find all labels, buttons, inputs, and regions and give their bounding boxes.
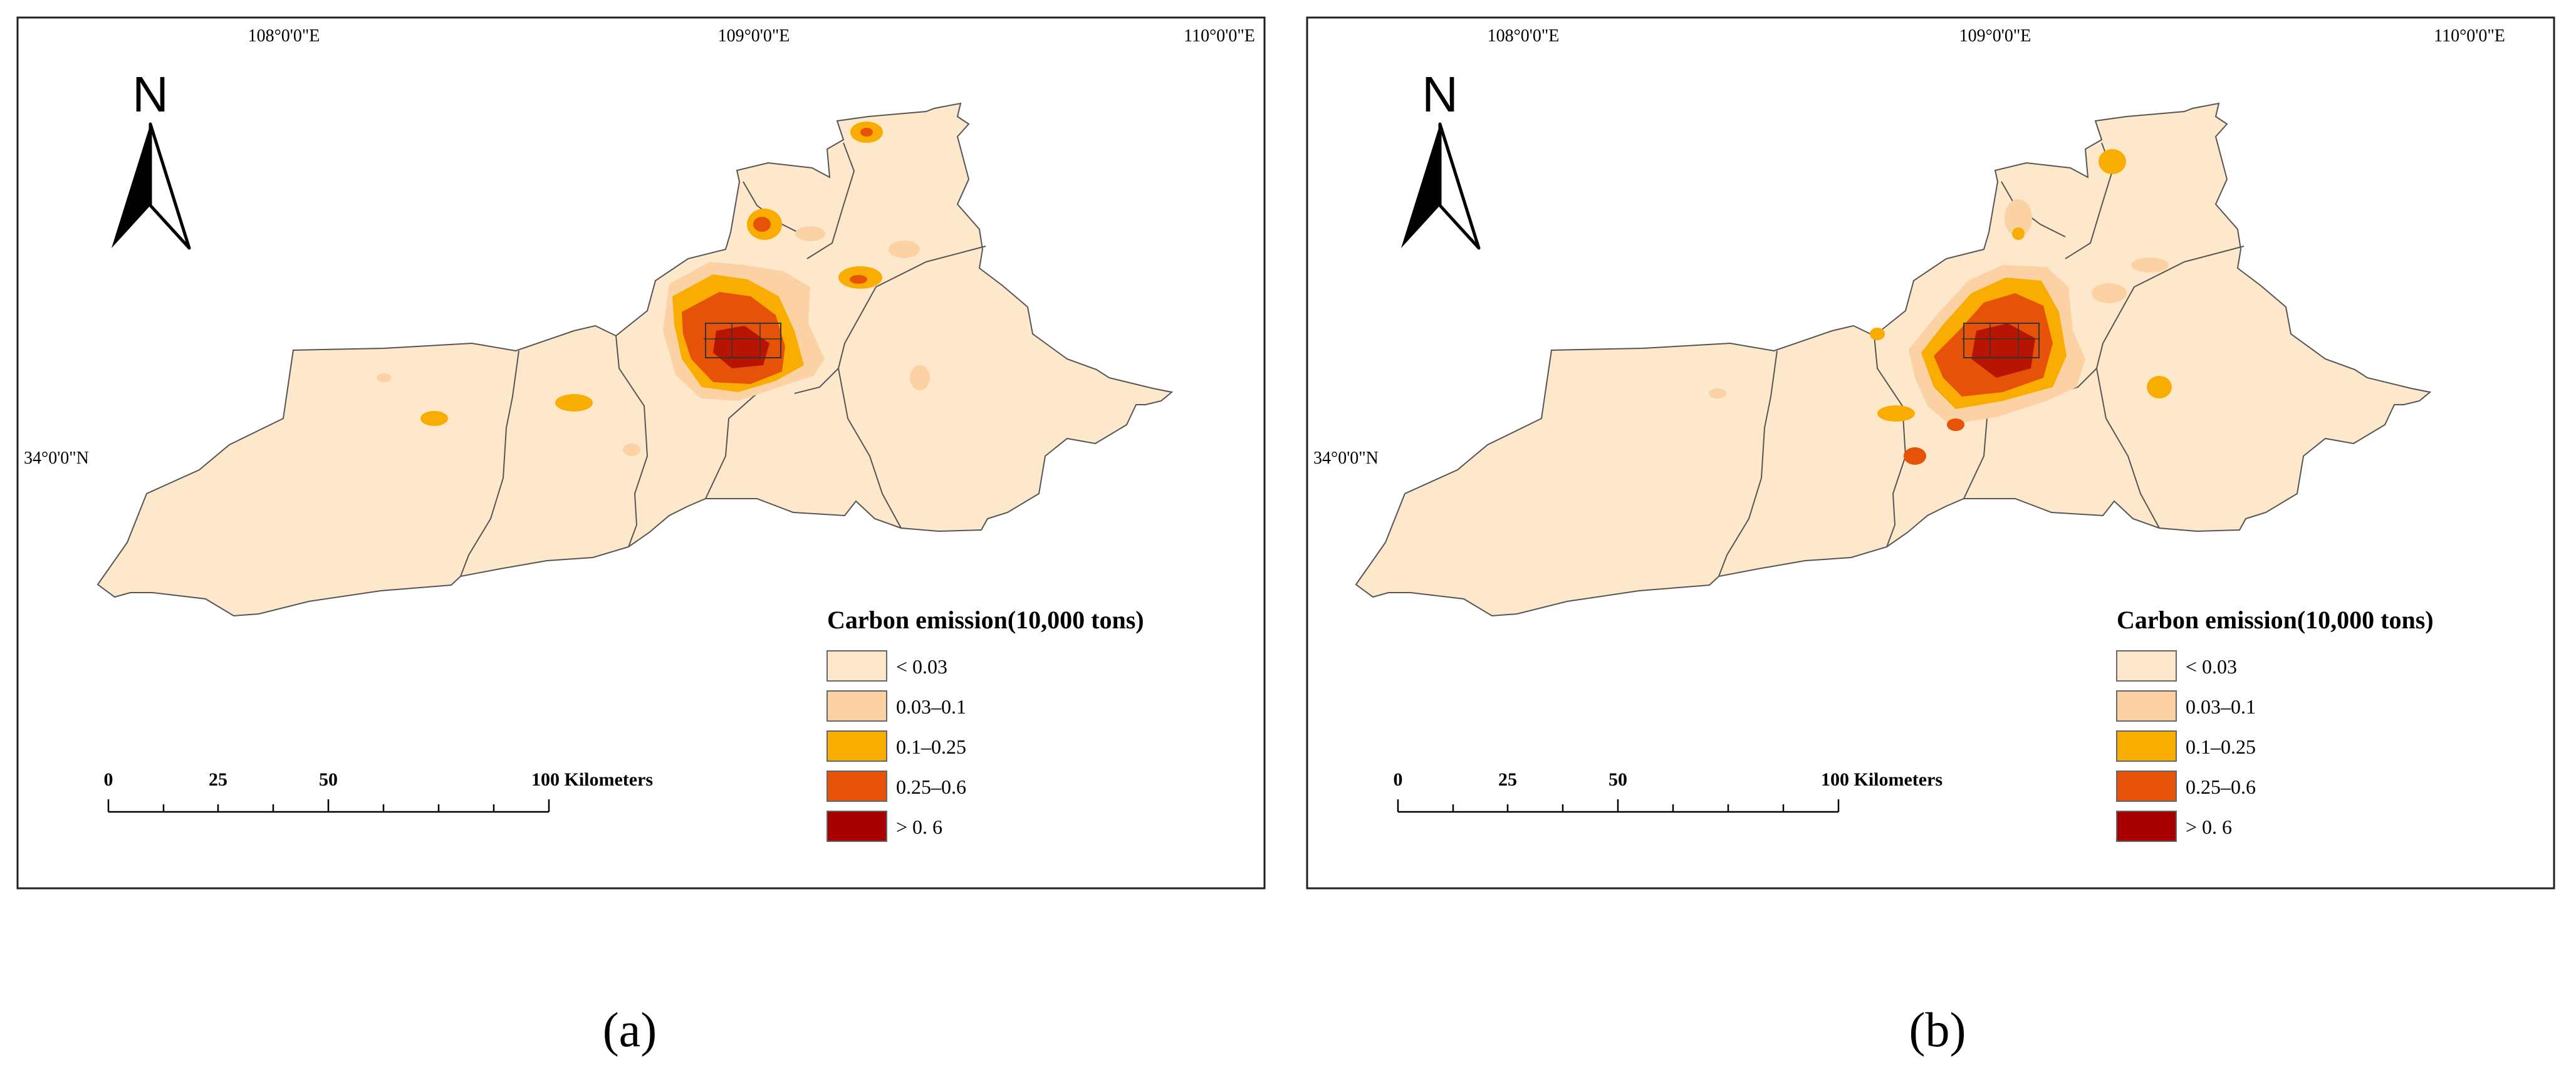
district-boundaries: [460, 142, 986, 577]
legend-swatch: [827, 650, 887, 682]
map-frame: 108°0'0"E 109°0'0"E 110°0'0"E 34°0'0"N N: [16, 16, 1266, 890]
study-area-map: [96, 102, 1174, 617]
map-frame: 108°0'0"E 109°0'0"E 110°0'0"E 34°0'0"N N: [1306, 16, 2555, 890]
legend-label: 0.03–0.1: [2186, 695, 2256, 718]
scale-tick-25: 25: [209, 769, 227, 790]
longitude-label-108: 108°0'0"E: [248, 26, 320, 46]
legend-item: 0.1–0.25: [827, 730, 966, 762]
legend-item: > 0. 6: [2116, 811, 2232, 842]
emission-hotspots: [377, 122, 930, 456]
north-arrow-icon: N: [1401, 66, 1481, 250]
legend-swatch: [2116, 811, 2177, 842]
legend-label: 0.25–0.6: [896, 776, 966, 798]
north-label: N: [1422, 66, 1458, 122]
caption-a: (a): [602, 1002, 657, 1057]
legend-swatch: [827, 771, 887, 802]
legend-swatch: [827, 811, 887, 842]
scale-tick-25: 25: [1498, 769, 1517, 790]
legend-label: > 0. 6: [2186, 816, 2232, 838]
scale-tick-50: 50: [319, 769, 338, 790]
longitude-label-109: 109°0'0"E: [1959, 26, 2031, 46]
scale-tick-100: 100 Kilometers: [1821, 769, 1942, 790]
longitude-label-108: 108°0'0"E: [1488, 26, 1560, 46]
legend-label: 0.1–0.25: [896, 735, 966, 758]
longitude-label-110: 110°0'0"E: [1184, 26, 1255, 46]
north-label: N: [132, 66, 169, 122]
legend-swatch: [2116, 690, 2177, 722]
legend-item: 0.03–0.1: [2116, 690, 2256, 722]
legend-label: 0.03–0.1: [896, 695, 966, 718]
legend: Carbon emission(10,000 tons) < 0.03 0.03…: [2116, 606, 2434, 842]
legend-swatch: [2116, 650, 2177, 682]
legend-swatch: [2116, 771, 2177, 802]
longitude-label-110: 110°0'0"E: [2434, 26, 2505, 46]
legend-item: < 0.03: [827, 650, 947, 682]
legend-swatch: [2116, 730, 2177, 762]
urban-core: [1909, 265, 2085, 425]
longitude-label-109: 109°0'0"E: [718, 26, 790, 46]
study-area-outline: [96, 102, 1174, 617]
legend-item: > 0. 6: [827, 811, 942, 842]
legend-item: 0.25–0.6: [827, 771, 966, 802]
north-arrow-icon: N: [112, 66, 191, 250]
scale-tick-50: 50: [1609, 769, 1627, 790]
caption-b: (b): [1909, 1002, 1966, 1057]
legend: Carbon emission(10,000 tons) < 0.03 0.03…: [827, 606, 1144, 842]
scale-tick-0: 0: [1394, 769, 1403, 790]
study-area-map: [1355, 102, 2432, 617]
legend-item: < 0.03: [2116, 650, 2237, 682]
legend-label: 0.25–0.6: [2186, 776, 2256, 798]
study-area-outline: [1355, 102, 2432, 617]
legend-item: 0.03–0.1: [827, 690, 966, 722]
scale-bar: 0 25 50 100 Kilometers: [104, 769, 653, 813]
legend-label: < 0.03: [896, 655, 947, 678]
map-panel-a: 108°0'0"E 109°0'0"E 110°0'0"E 34°0'0"N N: [16, 16, 1266, 890]
latitude-label-34: 34°0'0"N: [24, 449, 89, 468]
legend-swatch: [827, 730, 887, 762]
legend-swatch: [827, 690, 887, 722]
legend-label: > 0. 6: [896, 816, 942, 838]
legend-label: < 0.03: [2186, 655, 2237, 678]
legend-title: Carbon emission(10,000 tons): [2117, 606, 2434, 634]
legend-item: 0.25–0.6: [2116, 771, 2256, 802]
scale-tick-0: 0: [104, 769, 113, 790]
legend-title: Carbon emission(10,000 tons): [827, 606, 1144, 634]
scale-bar: 0 25 50 100 Kilometers: [1394, 769, 1942, 813]
legend-label: 0.1–0.25: [2186, 735, 2256, 758]
map-panel-b: 108°0'0"E 109°0'0"E 110°0'0"E 34°0'0"N N: [1306, 16, 2555, 890]
scale-tick-100: 100 Kilometers: [531, 769, 653, 790]
urban-core: [663, 262, 825, 401]
emission-hotspots: [1709, 149, 2172, 465]
latitude-label-34: 34°0'0"N: [1313, 449, 1379, 468]
legend-item: 0.1–0.25: [2116, 730, 2256, 762]
